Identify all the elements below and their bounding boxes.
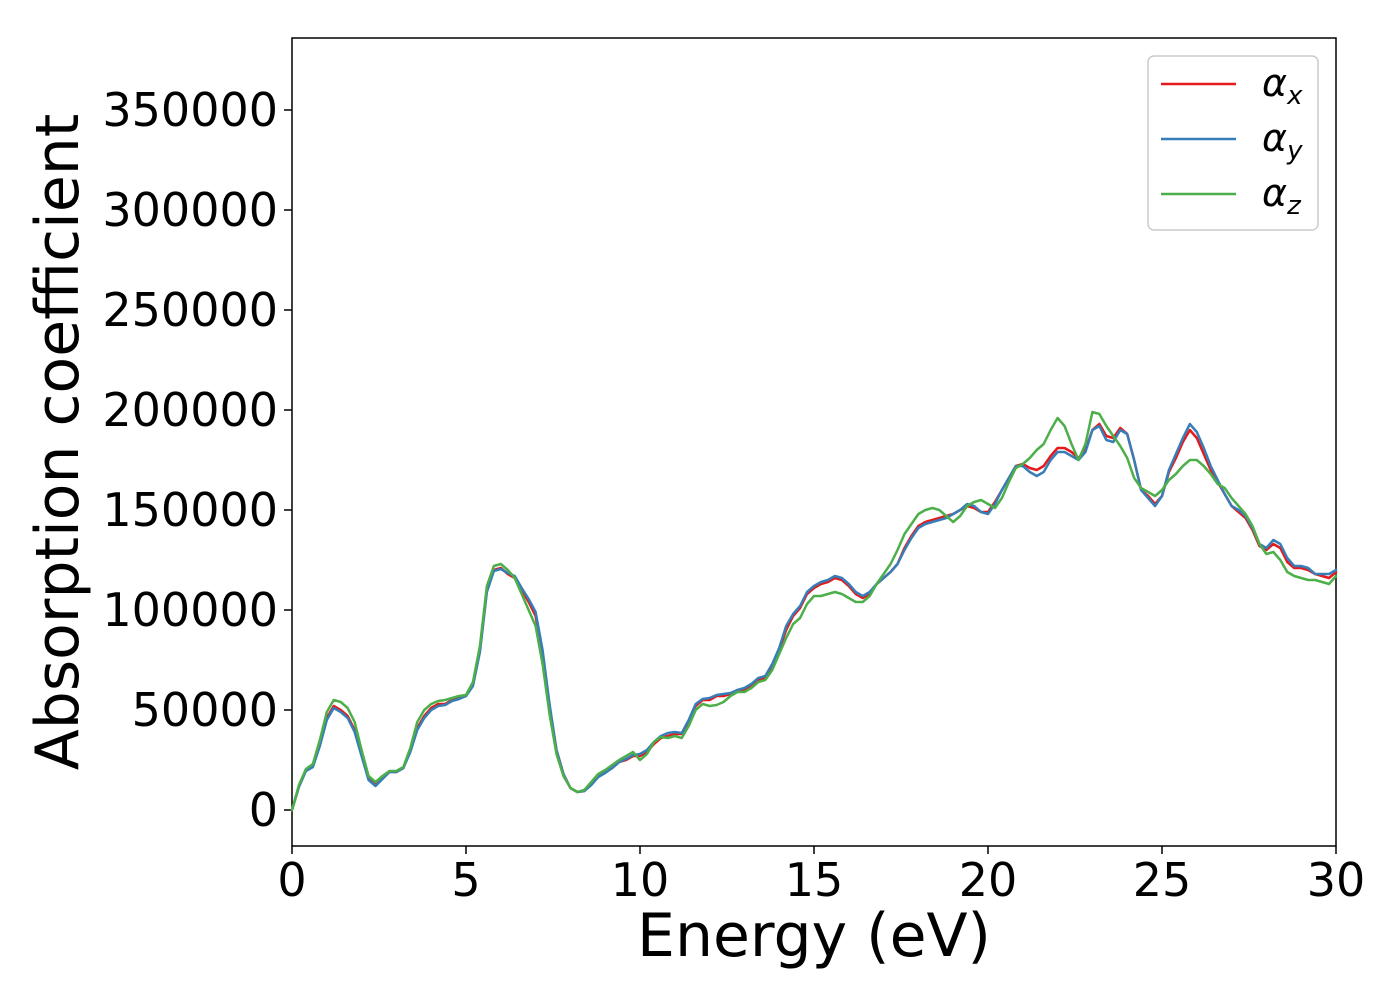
x-tick-label: 20 [959,853,1018,907]
y-tick-label: 0 [249,783,278,837]
series-lines [290,410,1338,812]
y-tick-label: 100000 [102,583,278,637]
y-axis-ticks: 0 50000 100000 150000 200000 250000 300000 3500… [102,83,292,837]
x-axis-ticks: 0 5 10 15 20 25 30 [277,846,1365,907]
x-tick-label: 25 [1133,853,1192,907]
y-tick-label: 150000 [102,483,278,537]
x-tick-label: 0 [277,853,306,907]
legend-label-3: αz [1262,171,1302,221]
x-tick-label: 5 [451,853,480,907]
y-tick-label: 50000 [132,683,278,737]
y-tick-label: 250000 [102,283,278,337]
x-tick-label: 15 [785,853,844,907]
y-tick-label: 200000 [102,383,278,437]
legend-label-2: αy [1262,116,1303,166]
series-line-3 [290,410,1338,812]
y-tick-label: 350000 [102,83,278,137]
legend-box [1147,55,1319,231]
x-axis-label: Energy (eV) [637,901,991,971]
x-tick-label: 10 [611,853,670,907]
y-axis-label: Absorption coefficient [23,114,93,771]
legend-label-1: αx [1262,61,1303,111]
y-tick-label: 300000 [102,183,278,237]
x-tick-label: 30 [1307,853,1366,907]
